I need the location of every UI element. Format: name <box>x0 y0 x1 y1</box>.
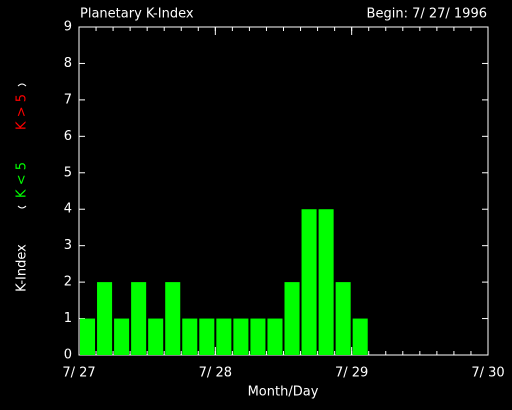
bar <box>165 282 181 355</box>
y-tick-label: 9 <box>64 20 72 35</box>
y-tick-label: 7 <box>64 92 72 107</box>
x-tick-label: 7/ 27 <box>62 366 95 381</box>
y-tick-label: 5 <box>64 165 72 180</box>
bar <box>352 318 368 355</box>
chart-subtitle: Begin: 7/ 27/ 1996 <box>367 7 487 22</box>
x-tick-label: 7/ 29 <box>335 366 368 381</box>
y-tick-label: 8 <box>64 56 72 71</box>
x-tick-label: 7/ 30 <box>471 366 504 381</box>
paren-close <box>17 83 27 87</box>
bar <box>216 318 232 355</box>
y-tick-label: 1 <box>64 311 72 326</box>
y-tick-label: 0 <box>64 348 72 363</box>
paren-open <box>17 205 27 209</box>
bar <box>80 318 96 355</box>
y-tick-label: 2 <box>64 275 72 290</box>
bar <box>318 209 334 355</box>
y-axis-label: K-Index <box>15 244 30 292</box>
bar <box>182 318 198 355</box>
y-tick-label: 4 <box>64 202 72 217</box>
bar <box>284 282 300 355</box>
legend-label: K > 5 <box>15 94 30 130</box>
bar <box>267 318 283 355</box>
bar <box>97 282 113 355</box>
bar <box>148 318 164 355</box>
bar <box>301 209 317 355</box>
bar <box>250 318 266 355</box>
y-tick-label: 6 <box>64 129 72 144</box>
x-tick-label: 7/ 28 <box>199 366 232 381</box>
bar <box>233 318 249 355</box>
bar <box>335 282 351 355</box>
bar <box>199 318 215 355</box>
y-tick-label: 3 <box>64 238 72 253</box>
bar <box>131 282 147 355</box>
x-axis-label: Month/Day <box>248 385 319 400</box>
legend-label: K < 5 <box>15 162 30 198</box>
bar <box>114 318 130 355</box>
chart-title: Planetary K-Index <box>80 7 194 22</box>
